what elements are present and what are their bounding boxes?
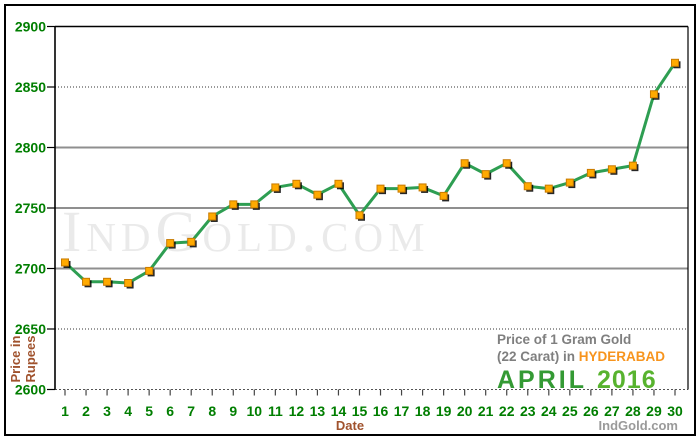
x-axis-label-24: 24 [541, 403, 557, 419]
data-point-day-29 [649, 90, 658, 99]
x-axis-label-12: 12 [289, 403, 305, 419]
data-point-day-9 [229, 200, 238, 209]
y-axis-label-2700: 2700 [15, 261, 46, 277]
data-point-day-14 [334, 179, 343, 188]
data-point-day-27 [607, 165, 616, 174]
legend-month-year: APRIL 2016 [497, 367, 665, 393]
x-axis-label-6: 6 [166, 403, 174, 419]
y-axis-label-2600: 2600 [15, 382, 46, 398]
legend-month: APRIL [497, 366, 587, 394]
x-axis-label-15: 15 [352, 403, 368, 419]
data-point-day-22 [502, 159, 511, 168]
data-point-day-13 [313, 190, 322, 199]
x-axis-label-7: 7 [187, 403, 195, 419]
y-axis-label-2800: 2800 [15, 140, 46, 156]
data-point-day-4 [124, 279, 133, 288]
x-axis-label-25: 25 [562, 403, 578, 419]
x-axis-label-9: 9 [229, 403, 237, 419]
data-point-day-5 [145, 266, 154, 275]
data-point-day-19 [439, 191, 448, 200]
data-point-day-8 [208, 212, 217, 221]
data-point-day-6 [166, 239, 175, 248]
x-axis-label-11: 11 [268, 403, 283, 419]
x-axis-label-19: 19 [436, 403, 452, 419]
x-axis-label-2: 2 [82, 403, 90, 419]
legend-line2: (22 Carat) in HYDERABAD [497, 348, 665, 365]
data-point-day-12 [292, 179, 301, 188]
x-axis-label-3: 3 [103, 403, 111, 419]
y-axis-label-2900: 2900 [15, 19, 46, 35]
data-point-day-10 [250, 200, 259, 209]
x-axis-label-17: 17 [394, 403, 410, 419]
data-point-day-26 [586, 168, 595, 177]
data-point-day-2 [82, 277, 91, 286]
x-axis-label-30: 30 [667, 403, 683, 419]
legend-year: 2016 [597, 366, 657, 394]
data-point-day-16 [376, 184, 385, 193]
data-point-day-23 [523, 182, 532, 191]
x-axis-label-20: 20 [457, 403, 473, 419]
x-axis-label-10: 10 [247, 403, 263, 419]
y-axis-label-2850: 2850 [15, 79, 46, 95]
data-point-day-20 [460, 159, 469, 168]
data-point-day-17 [397, 184, 406, 193]
x-axis-label-5: 5 [145, 403, 153, 419]
x-axis-label-8: 8 [208, 403, 216, 419]
y-axis-title: Price in Rupees [8, 335, 38, 383]
chart-legend: Price of 1 Gram Gold (22 Carat) in HYDER… [497, 331, 665, 393]
x-axis-label-26: 26 [583, 403, 599, 419]
data-point-day-15 [355, 211, 364, 220]
x-axis-label-27: 27 [604, 403, 620, 419]
price-line [63, 61, 677, 285]
x-axis-label-28: 28 [625, 403, 641, 419]
data-point-day-1 [61, 258, 69, 267]
data-point-day-11 [271, 183, 280, 192]
data-point-day-30 [671, 58, 679, 67]
x-axis-label-14: 14 [331, 403, 347, 419]
y-axis-label-2650: 2650 [15, 321, 46, 337]
x-axis-label-18: 18 [415, 403, 431, 419]
brand-text: IndGold.com [598, 418, 678, 433]
x-axis-label-29: 29 [646, 403, 662, 419]
data-point-day-7 [187, 237, 196, 246]
y-axis-label-2750: 2750 [15, 200, 46, 216]
x-axis-label-16: 16 [373, 403, 389, 419]
x-axis-label-23: 23 [520, 403, 536, 419]
data-point-day-28 [628, 161, 637, 170]
data-point-day-24 [544, 184, 553, 193]
x-axis-title: Date [335, 418, 365, 433]
data-point-day-3 [103, 277, 112, 286]
x-axis-label-4: 4 [124, 403, 132, 419]
x-axis-label-13: 13 [310, 403, 326, 419]
x-axis-label-22: 22 [499, 403, 515, 419]
legend-line1: Price of 1 Gram Gold [497, 332, 632, 347]
legend-city: HYDERABAD [578, 349, 666, 364]
data-point-day-21 [481, 170, 490, 179]
data-point-day-25 [565, 178, 574, 187]
x-axis-label-21: 21 [478, 403, 494, 419]
legend-carat-text: (22 Carat) in [497, 349, 579, 364]
x-axis-label-1: 1 [61, 403, 69, 419]
data-point-day-18 [418, 183, 427, 192]
